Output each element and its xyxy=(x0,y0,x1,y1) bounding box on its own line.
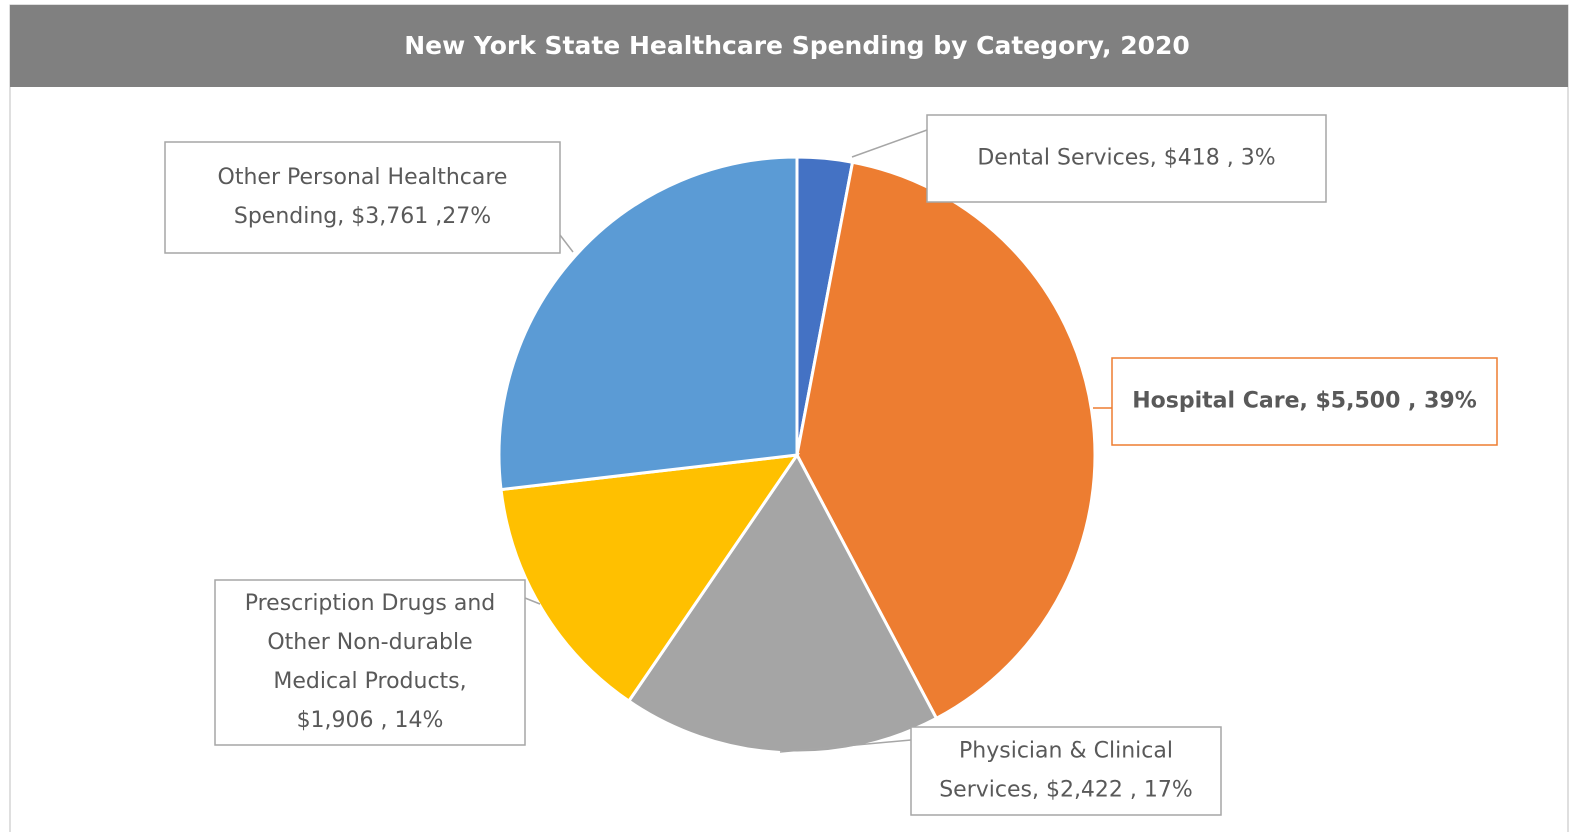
label-box xyxy=(214,579,526,746)
data-label: Hospital Care, $5,500 , 39% xyxy=(1132,389,1476,414)
data-label: $1,906 , 14% xyxy=(297,708,444,733)
data-label: Dental Services, $418 , 3% xyxy=(977,146,1275,171)
data-label: Spending, $3,761 ,27% xyxy=(234,204,491,229)
chart-title: New York State Healthcare Spending by Ca… xyxy=(404,31,1190,60)
data-label: Other Non-durable xyxy=(267,630,472,655)
leader-line xyxy=(524,597,541,605)
label-box xyxy=(910,726,1222,816)
pie-slice xyxy=(499,453,801,704)
leader-line xyxy=(779,739,912,753)
leader-line xyxy=(851,129,928,158)
leader-line xyxy=(559,234,574,253)
label-box xyxy=(1111,357,1498,446)
label-box xyxy=(926,114,1327,203)
data-label: Services, $2,422 , 17% xyxy=(939,778,1193,803)
pie-slice xyxy=(497,155,799,492)
data-label: Physician & Clinical xyxy=(959,739,1173,764)
data-label: Other Personal Healthcare xyxy=(218,165,508,190)
label-box xyxy=(164,141,561,254)
title-bar xyxy=(10,5,1568,87)
data-label: Prescription Drugs and xyxy=(245,591,496,616)
data-label: Medical Products, xyxy=(273,669,466,694)
